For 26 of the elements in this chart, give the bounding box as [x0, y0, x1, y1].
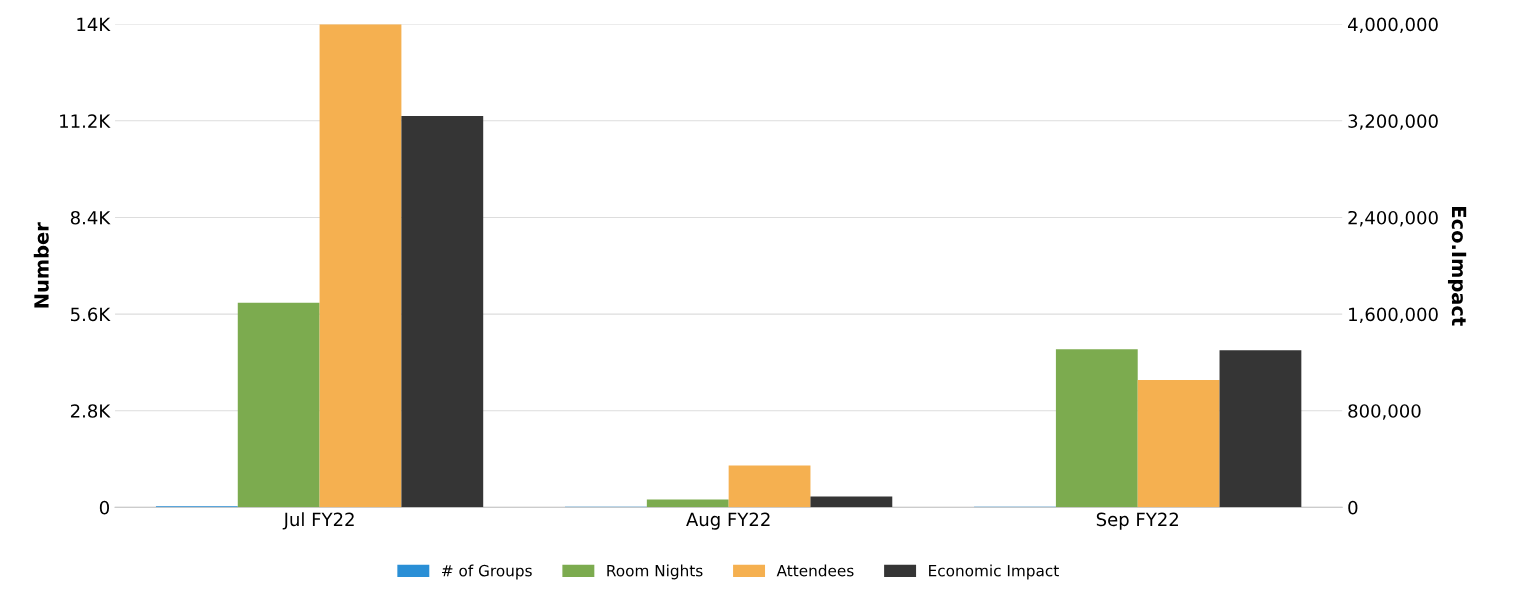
y2-tick-label: 800,000: [1348, 404, 1421, 420]
x-tick-label: Aug FY22: [686, 512, 770, 530]
legend-label: Economic Impact: [929, 564, 1059, 580]
y-tick-label: 8.4K: [70, 210, 111, 225]
legend-label: Attendees: [776, 564, 854, 577]
bar: [810, 496, 893, 508]
bar: [646, 499, 729, 508]
y2-tick-label: 4,000,000: [1347, 17, 1438, 34]
bar: [237, 302, 320, 508]
y2-tick-label: 2,400,000: [1348, 210, 1438, 227]
bar: [1055, 349, 1138, 508]
y-axis-title: Number: [33, 222, 49, 308]
y2-tick-label: 0: [1348, 500, 1358, 515]
y2-tick-label: 3,200,000: [1348, 114, 1438, 130]
legend-label: # of Groups: [442, 564, 532, 580]
bar: [728, 465, 811, 508]
y-tick-label: 5.6K: [71, 307, 111, 322]
y2-axis-title: Eco.Impact: [1447, 207, 1467, 326]
y-tick-label: 2.8K: [70, 404, 111, 418]
legend-label: Room Nights: [607, 564, 703, 580]
x-tick-label: Sep FY22: [1096, 512, 1178, 530]
y-tick-label: 14K: [77, 17, 111, 32]
y-tick-label: 0: [99, 500, 109, 515]
y2-tick-label: 1,600,000: [1349, 307, 1438, 324]
y-tick-label: 11.2K: [60, 114, 111, 128]
x-tick-label: Jul FY22: [282, 512, 354, 530]
